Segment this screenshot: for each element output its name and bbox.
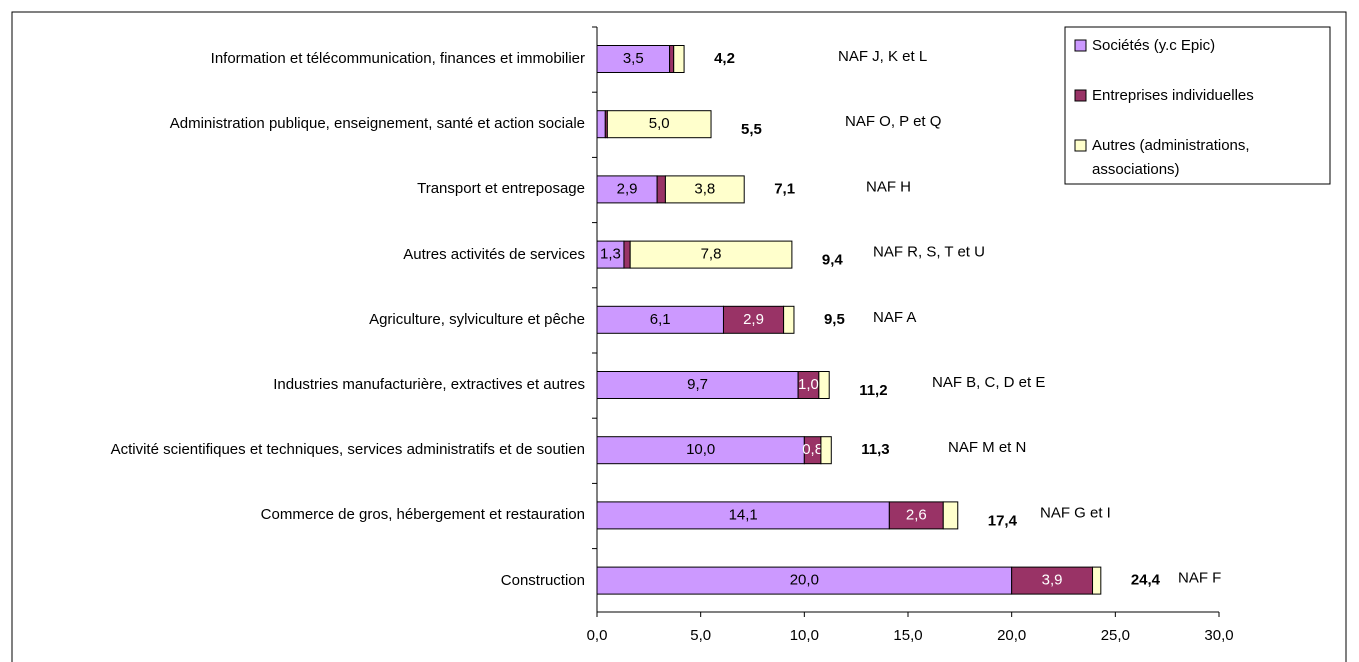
value-label: 0,8 bbox=[802, 441, 823, 458]
annotation: NAF G et I bbox=[1040, 504, 1111, 521]
bar-segment bbox=[722, 305, 785, 334]
legend-box bbox=[1064, 26, 1331, 185]
bar-segment bbox=[1092, 566, 1102, 595]
bar-segment bbox=[888, 501, 944, 530]
category-label: Commerce de gros, hébergement et restaur… bbox=[260, 506, 585, 524]
annotation: NAF A bbox=[873, 309, 916, 326]
annotation: NAF H bbox=[866, 178, 911, 195]
value-label: 7,8 bbox=[701, 246, 722, 263]
bar-segment bbox=[596, 175, 658, 204]
bar-segment bbox=[596, 110, 606, 139]
bar-segment bbox=[818, 371, 830, 399]
value-label: 1,0 bbox=[798, 376, 819, 393]
annotation: NAF R, S, T et U bbox=[873, 244, 985, 261]
bar-segment bbox=[942, 501, 959, 530]
bar-segment bbox=[623, 240, 631, 269]
bar-segment bbox=[783, 305, 795, 334]
category-label: Activité scientifiques et techniques, se… bbox=[110, 441, 585, 459]
value-label: 14,1 bbox=[729, 506, 758, 523]
total-label: 11,3 bbox=[861, 441, 889, 458]
value-label: 3,9 bbox=[1042, 572, 1063, 589]
x-tick-label: 0,0 bbox=[587, 627, 608, 644]
bar-segment bbox=[606, 110, 712, 139]
legend-swatch bbox=[1074, 39, 1087, 52]
total-label: 9,5 bbox=[824, 311, 845, 328]
total-label: 5,5 bbox=[741, 121, 762, 138]
x-tick-label: 25,0 bbox=[1101, 627, 1130, 644]
x-tick-label: 15,0 bbox=[893, 627, 922, 644]
legend-label: Sociétés (y.c Epic) bbox=[1092, 37, 1215, 54]
bar-segment bbox=[596, 305, 724, 334]
category-label: Autres activités de services bbox=[403, 245, 585, 263]
legend-label: Autres (administrations, associations) bbox=[1092, 137, 1250, 178]
bar-segment bbox=[596, 45, 671, 73]
bar-segment bbox=[669, 45, 675, 73]
bar-segment bbox=[656, 175, 666, 204]
total-label: 7,1 bbox=[774, 180, 795, 197]
bar-segment bbox=[820, 436, 832, 465]
legend-label: Entreprises individuelles bbox=[1092, 87, 1254, 104]
value-label: 2,9 bbox=[743, 311, 764, 328]
bar-segment bbox=[1011, 566, 1094, 595]
annotation: NAF F bbox=[1178, 570, 1221, 587]
value-label: 2,6 bbox=[906, 506, 927, 523]
annotation: NAF O, P et Q bbox=[845, 113, 941, 130]
x-tick-label: 20,0 bbox=[997, 627, 1026, 644]
x-tick-label: 30,0 bbox=[1204, 627, 1233, 644]
category-label: Industries manufacturière, extractives e… bbox=[273, 376, 585, 393]
x-tick-label: 5,0 bbox=[690, 627, 711, 644]
bar-segment bbox=[664, 175, 745, 204]
annotation: NAF M et N bbox=[948, 439, 1026, 456]
x-tick-label: 10,0 bbox=[790, 627, 819, 644]
value-label: 10,0 bbox=[686, 441, 715, 458]
value-label: 3,5 bbox=[623, 50, 644, 67]
category-label: Information et télécommunication, financ… bbox=[210, 50, 585, 67]
legend-swatch bbox=[1074, 139, 1087, 152]
bar-segment bbox=[673, 45, 685, 73]
total-label: 9,4 bbox=[822, 252, 844, 269]
category-label: Administration publique, enseignement, s… bbox=[169, 115, 585, 133]
legend-swatch bbox=[1074, 89, 1087, 102]
chart-frame bbox=[11, 11, 1347, 662]
category-label: Construction bbox=[500, 571, 585, 589]
value-label: 20,0 bbox=[790, 572, 819, 589]
value-label: 3,8 bbox=[694, 180, 715, 197]
total-label: 4,2 bbox=[714, 50, 735, 67]
value-label: 1,3 bbox=[600, 246, 621, 263]
bar-segment bbox=[629, 240, 793, 269]
value-label: 9,7 bbox=[687, 376, 708, 393]
total-label: 17,4 bbox=[988, 512, 1018, 529]
category-label: Transport et entreposage bbox=[417, 180, 585, 198]
bar-segment bbox=[596, 436, 805, 465]
bar-segment bbox=[596, 566, 1013, 595]
value-label: 5,0 bbox=[649, 115, 670, 132]
value-label: 2,9 bbox=[617, 180, 638, 197]
value-label: 6,1 bbox=[650, 311, 671, 328]
annotation: NAF B, C, D et E bbox=[932, 374, 1045, 391]
annotation: NAF J, K et L bbox=[838, 48, 927, 65]
total-label: 11,2 bbox=[859, 382, 887, 399]
category-label: Agriculture, sylviculture et pêche bbox=[369, 310, 585, 328]
bar-segment bbox=[596, 501, 890, 530]
total-label: 24,4 bbox=[1131, 572, 1161, 589]
